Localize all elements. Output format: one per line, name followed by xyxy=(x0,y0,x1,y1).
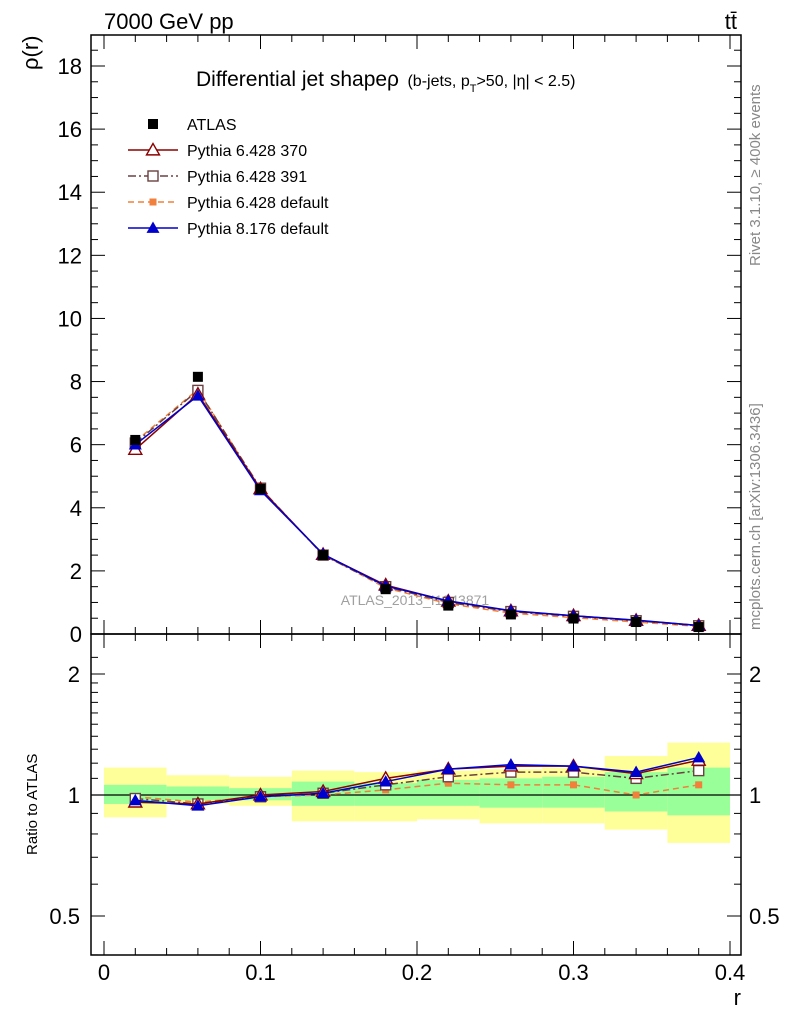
legend-item: Pythia 6.428 default xyxy=(128,195,329,212)
legend-item: Pythia 6.428 370 xyxy=(128,142,307,160)
ratio-series-line xyxy=(135,769,699,805)
main-series-line xyxy=(134,394,699,627)
ratio-y-tick-label-left: 1 xyxy=(68,783,80,808)
legend-label: Pythia 6.428 391 xyxy=(187,169,307,186)
legend-item: Pythia 8.176 default xyxy=(128,221,329,238)
ratio-data-point xyxy=(567,759,580,771)
ratio-data-point xyxy=(444,779,452,787)
ratio-y-tick-label-right: 0.5 xyxy=(749,904,780,929)
ratio-series-pythia-8-176-default xyxy=(128,750,706,811)
y-tick-label: 14 xyxy=(58,180,82,205)
uncertainty-bands xyxy=(91,742,741,843)
y-tick-label: 0 xyxy=(70,622,82,647)
x-tick-label: 0 xyxy=(98,960,110,985)
ratio-data-point xyxy=(379,775,393,787)
ratio-data-point xyxy=(695,781,703,789)
x-tick-label: 0.1 xyxy=(245,960,276,985)
y-tick-label: 6 xyxy=(70,433,82,458)
energy-label: 7000 GeV pp xyxy=(104,9,234,34)
rivet-version-label: Rivet 3.1.10, ≥ 400k events xyxy=(747,84,764,266)
main-data-point xyxy=(505,609,516,620)
y-tick-label: 4 xyxy=(70,496,82,521)
main-data-point xyxy=(631,617,642,628)
ratio-data-point xyxy=(191,799,205,811)
ratio-series-line xyxy=(135,759,699,805)
legend-item: ATLAS xyxy=(148,117,237,134)
x-tick-label: 0.2 xyxy=(402,960,433,985)
title-main: Differential jet shapeρ xyxy=(196,68,399,91)
ratio-series-line xyxy=(135,756,699,807)
ratio-data-point xyxy=(254,790,267,802)
legend-item: Pythia 6.428 391 xyxy=(128,169,307,186)
legend-marker xyxy=(145,142,161,156)
legend-label: Pythia 6.428 default xyxy=(187,195,329,212)
ratio-data-point xyxy=(504,758,518,770)
ratio-data-point xyxy=(629,765,643,778)
x-axis-title: r xyxy=(734,985,741,1010)
main-series-pythia-8-176-default xyxy=(128,389,706,631)
mcplots-label: mcplots.cern.ch [arXiv:1306.3436] xyxy=(747,403,764,630)
main-data-point xyxy=(255,483,266,494)
ratio-data-point xyxy=(570,781,577,789)
main-data-point xyxy=(443,600,454,611)
main-data-point xyxy=(380,584,391,595)
legend: ATLAS Pythia 6.428 370 Pythia 6.428 391 Pyt… xyxy=(128,117,329,238)
ratio-y-tick-label-left: 0.5 xyxy=(49,904,80,929)
ratio-y-tick-label-left: 2 xyxy=(68,662,80,687)
y-axis-title-main: ρ(r) xyxy=(18,36,43,71)
main-title: Differential jet shapeρ (b-jets, pT>50, … xyxy=(196,68,576,95)
green-band-bin xyxy=(166,786,230,801)
ratio-data-point xyxy=(632,791,640,799)
legend-marker xyxy=(148,119,158,129)
title-sub-open: (b-jets, p xyxy=(407,73,469,90)
main-data-point xyxy=(568,613,579,624)
main-data-point xyxy=(192,371,203,382)
legend-label: Pythia 6.428 370 xyxy=(187,143,307,160)
main-series-line xyxy=(134,388,699,628)
process-label: tt̄ xyxy=(725,9,737,34)
main-data-point xyxy=(191,389,205,401)
title-sub-rest: >50, |η| < 2.5) xyxy=(476,73,575,90)
y-axis-title-ratio: Ratio to ATLAS xyxy=(24,754,41,855)
ratio-data-point xyxy=(693,764,705,777)
x-tick-label: 0.3 xyxy=(558,960,589,985)
ratio-y-tick-label-right: 2 xyxy=(749,662,761,687)
legend-label: Pythia 8.176 default xyxy=(187,221,329,238)
series-layer xyxy=(127,371,707,811)
y-tick-label: 8 xyxy=(70,370,82,395)
ratio-data-point xyxy=(692,750,706,763)
y-tick-label: 2 xyxy=(70,559,82,584)
legend-marker xyxy=(147,170,159,182)
ratio-data-point xyxy=(441,762,455,774)
title-sub-subscript: T xyxy=(470,83,477,95)
ratio-data-point xyxy=(128,793,142,806)
y-tick-label: 12 xyxy=(58,243,82,268)
ratio-data-point xyxy=(316,786,330,799)
legend-marker xyxy=(149,198,157,206)
main-series-line xyxy=(134,389,699,627)
legend-marker xyxy=(146,221,160,233)
ratio-y-tick-label-right: 1 xyxy=(749,783,761,808)
y-tick-label: 18 xyxy=(58,54,82,79)
y-tick-label: 16 xyxy=(58,117,82,142)
x-tick-label: 0.4 xyxy=(715,960,746,985)
legend-label: ATLAS xyxy=(187,117,237,134)
main-data-point xyxy=(130,434,141,445)
y-tick-label: 10 xyxy=(58,306,82,331)
ratio-data-point xyxy=(507,781,515,789)
main-data-point xyxy=(318,550,329,561)
